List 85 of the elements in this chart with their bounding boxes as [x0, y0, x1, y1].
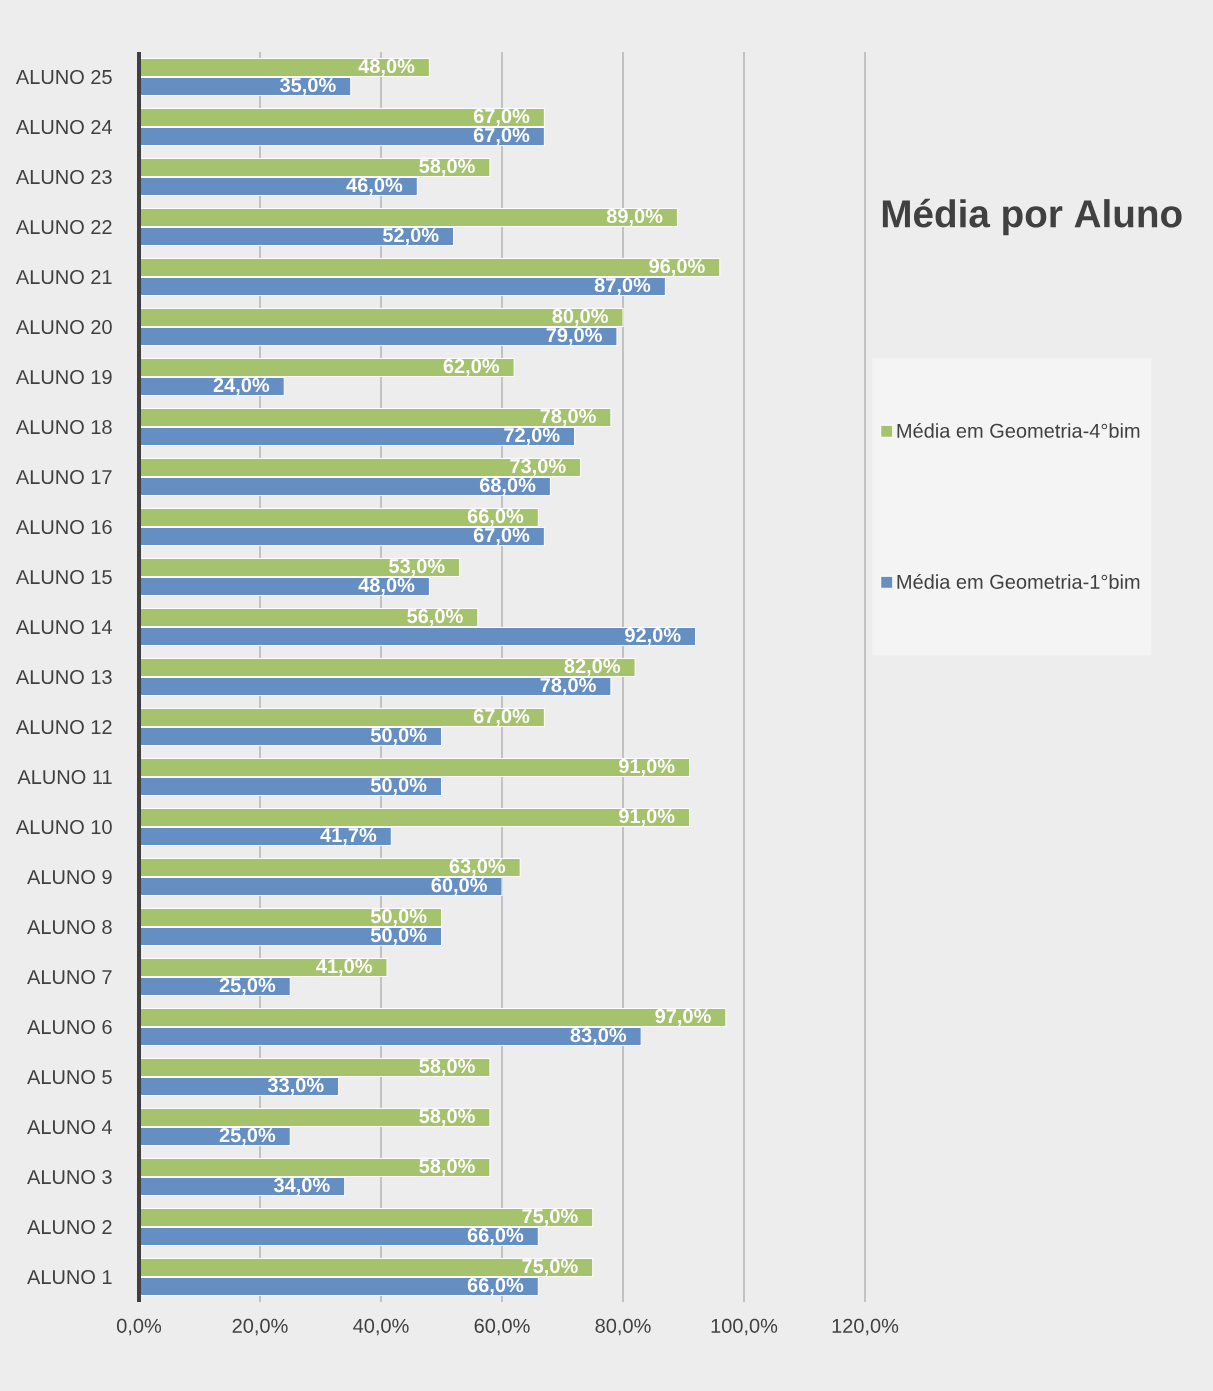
data-label: 78,0%	[540, 677, 596, 696]
data-label: 52,0%	[383, 227, 439, 246]
y-tick-label: ALUNO 20	[15, 319, 112, 335]
x-tick-label: 120,0%	[832, 1318, 899, 1336]
data-label: 67,0%	[473, 108, 530, 127]
data-label: 41,0%	[316, 958, 373, 977]
data-label: 92,0%	[625, 627, 681, 646]
data-label: 80,0%	[552, 308, 608, 327]
data-label: 58,0%	[419, 1058, 475, 1077]
data-label: 96,0%	[649, 258, 705, 277]
data-label: 35,0%	[280, 77, 336, 96]
data-label: 68,0%	[479, 477, 536, 496]
data-label: 50,0%	[370, 927, 427, 946]
y-tick-label: ALUNO 13	[15, 669, 112, 685]
data-label: 75,0%	[522, 1258, 578, 1277]
data-label: 58,0%	[419, 1158, 475, 1177]
data-label: 50,0%	[370, 908, 427, 927]
y-tick-label: ALUNO 11	[17, 769, 112, 785]
y-tick-label: ALUNO 22	[15, 219, 112, 235]
y-tick-label: ALUNO 16	[15, 519, 112, 535]
y-tick-label: ALUNO 3	[27, 1169, 112, 1185]
data-label: 60,0%	[431, 877, 487, 896]
y-tick-label: ALUNO 7	[27, 969, 112, 985]
y-tick-label: ALUNO 24	[15, 119, 112, 135]
data-label: 83,0%	[570, 1027, 627, 1046]
data-label: 91,0%	[619, 758, 675, 777]
data-label: 56,0%	[407, 608, 463, 627]
data-label: 66,0%	[467, 1227, 524, 1246]
y-tick-label: ALUNO 21	[15, 269, 112, 285]
data-label: 33,0%	[267, 1077, 324, 1096]
y-tick-label: ALUNO 14	[15, 619, 112, 635]
data-label: 63,0%	[449, 858, 506, 877]
y-tick-label: ALUNO 5	[27, 1069, 112, 1085]
data-label: 25,0%	[219, 977, 276, 996]
y-tick-label: ALUNO 1	[27, 1269, 112, 1285]
y-tick-label: ALUNO 4	[27, 1119, 112, 1135]
data-label: 62,0%	[443, 358, 500, 377]
y-tick-label: ALUNO 25	[15, 69, 112, 85]
data-label: 25,0%	[219, 1127, 276, 1146]
legend-label: Média em Geometria-4°bim	[897, 422, 1140, 438]
x-tick-label: 60,0%	[474, 1318, 530, 1336]
data-label: 50,0%	[370, 727, 427, 746]
data-label: 67,0%	[473, 127, 530, 146]
y-tick-label: ALUNO 15	[15, 569, 112, 585]
data-label: 97,0%	[655, 1008, 711, 1027]
data-label: 87,0%	[594, 277, 651, 296]
y-tick-label: ALUNO 12	[15, 719, 112, 735]
data-label: 79,0%	[546, 327, 602, 346]
data-label: 78,0%	[540, 408, 596, 427]
x-tick-label: 100,0%	[711, 1318, 778, 1336]
y-tick-label: ALUNO 10	[15, 819, 112, 835]
data-label: 50,0%	[370, 777, 427, 796]
data-label: 48,0%	[358, 58, 415, 77]
x-tick-label: 0,0%	[116, 1318, 162, 1336]
legend-label: Média em Geometria-1°bim	[897, 574, 1140, 589]
y-tick-label: ALUNO 17	[15, 469, 112, 485]
data-label: 72,0%	[504, 427, 560, 446]
data-label: 67,0%	[473, 708, 530, 727]
data-label: 89,0%	[606, 208, 663, 227]
y-tick-label: ALUNO 23	[15, 169, 112, 185]
x-tick-label: 40,0%	[353, 1318, 409, 1336]
data-label: 73,0%	[510, 458, 566, 477]
data-label: 66,0%	[467, 1277, 524, 1296]
data-label: 58,0%	[419, 158, 475, 177]
y-tick-label: ALUNO 2	[27, 1219, 112, 1235]
y-tick-label: ALUNO 19	[15, 369, 112, 385]
x-tick-label: 20,0%	[232, 1318, 288, 1336]
y-tick-label: ALUNO 18	[15, 419, 112, 435]
data-label: 34,0%	[273, 1177, 330, 1196]
data-label: 46,0%	[346, 177, 403, 196]
data-label: 53,0%	[389, 558, 445, 577]
text: Média por Aluno	[882, 198, 1182, 236]
data-label: 58,0%	[419, 1108, 475, 1127]
data-label: 67,0%	[473, 527, 530, 546]
data-label: 48,0%	[358, 577, 415, 596]
x-tick-label: 80,0%	[595, 1318, 651, 1336]
data-label: 82,0%	[564, 658, 621, 677]
data-label: 91,0%	[619, 808, 675, 827]
data-label: 66,0%	[467, 508, 524, 527]
y-tick-label: ALUNO 9	[27, 869, 112, 885]
y-tick-label: ALUNO 8	[27, 919, 112, 935]
data-label: 75,0%	[522, 1208, 578, 1227]
data-label: 41,7%	[320, 828, 377, 846]
y-tick-label: ALUNO 6	[27, 1019, 112, 1035]
data-label: 24,0%	[213, 377, 270, 396]
